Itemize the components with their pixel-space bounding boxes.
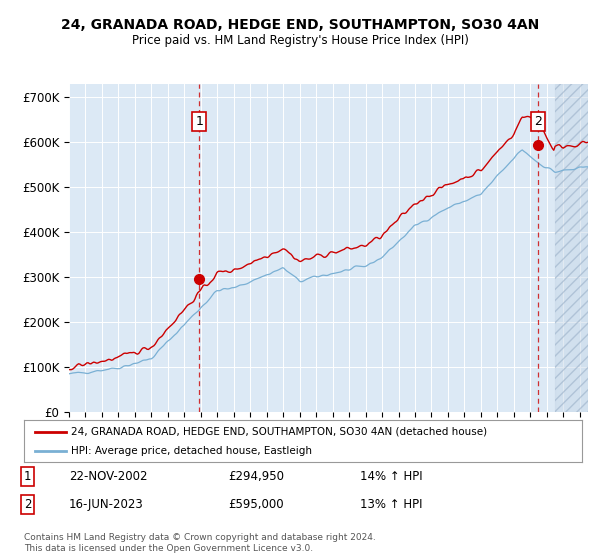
Text: 16-JUN-2023: 16-JUN-2023 (69, 498, 144, 511)
Text: 1: 1 (24, 470, 32, 483)
Text: 24, GRANADA ROAD, HEDGE END, SOUTHAMPTON, SO30 4AN (detached house): 24, GRANADA ROAD, HEDGE END, SOUTHAMPTON… (71, 427, 488, 437)
Text: Price paid vs. HM Land Registry's House Price Index (HPI): Price paid vs. HM Land Registry's House … (131, 34, 469, 46)
Bar (555, 84, 588, 412)
Text: £294,950: £294,950 (228, 470, 284, 483)
Text: 1: 1 (195, 115, 203, 128)
Text: 22-NOV-2002: 22-NOV-2002 (69, 470, 148, 483)
Text: £595,000: £595,000 (228, 498, 284, 511)
Text: HPI: Average price, detached house, Eastleigh: HPI: Average price, detached house, East… (71, 446, 313, 456)
Text: 2: 2 (534, 115, 542, 128)
Text: 14% ↑ HPI: 14% ↑ HPI (360, 470, 422, 483)
Text: 2: 2 (24, 498, 32, 511)
Text: 24, GRANADA ROAD, HEDGE END, SOUTHAMPTON, SO30 4AN: 24, GRANADA ROAD, HEDGE END, SOUTHAMPTON… (61, 18, 539, 32)
Bar (555, 84, 588, 412)
Text: Contains HM Land Registry data © Crown copyright and database right 2024.
This d: Contains HM Land Registry data © Crown c… (24, 533, 376, 553)
Bar (555, 84, 588, 412)
Text: 13% ↑ HPI: 13% ↑ HPI (360, 498, 422, 511)
